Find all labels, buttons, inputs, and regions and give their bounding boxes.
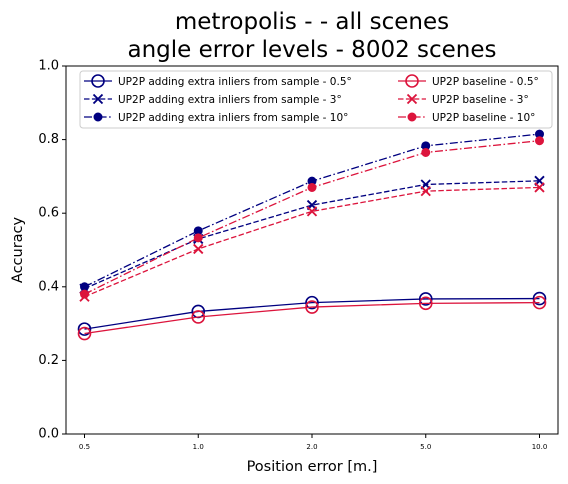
series-0-point-4 xyxy=(532,291,547,306)
series-4 xyxy=(79,182,545,302)
series-5-point-1 xyxy=(193,233,203,243)
series-4-point-2 xyxy=(306,206,318,217)
series-0-point-3 xyxy=(418,292,433,306)
y-tick-label-4: 0.8 xyxy=(38,132,59,147)
legend-entry-1: UP2P adding extra inliers from sample - … xyxy=(84,93,342,106)
legend-marker-4 xyxy=(406,93,418,105)
x-tick-label-3: 5.0 xyxy=(420,443,431,451)
legend-entry-5: UP2P baseline - 10° xyxy=(398,112,535,124)
legend-marker-3 xyxy=(405,74,419,88)
series-3-point-1 xyxy=(191,310,206,324)
x-axis-label: Position error [m.] xyxy=(247,459,378,475)
series-5-point-4 xyxy=(535,136,544,146)
legend-label-4: UP2P baseline - 3° xyxy=(432,94,529,106)
y-tick-label-3: 0.6 xyxy=(38,206,59,221)
x-tick-label-4: 10.0 xyxy=(532,443,548,451)
series-1-line xyxy=(84,180,540,290)
legend: UP2P adding extra inliers from sample - … xyxy=(79,70,553,129)
series-5-point-3 xyxy=(421,147,431,157)
y-tick-label-5: 1.0 xyxy=(38,59,59,74)
series-0-point-2 xyxy=(305,295,319,310)
plot-area: 0.0 0.2 0.4 0.6 0.8 1.0 0.5 1.0 2.0 5.0 10.0 xyxy=(38,59,547,452)
series-5 xyxy=(80,136,544,299)
legend-label-3: UP2P baseline - 0.5° xyxy=(432,76,539,88)
series-3-point-0 xyxy=(77,326,92,341)
legend-marker-1 xyxy=(92,93,104,105)
series-4-point-4 xyxy=(534,182,545,193)
legend-entry-3: UP2P baseline - 0.5° xyxy=(398,74,539,88)
series-0 xyxy=(77,291,547,336)
y-tick-label-1: 0.2 xyxy=(38,353,59,368)
x-tick-label-1: 1.0 xyxy=(193,443,204,451)
series-4-point-3 xyxy=(420,185,431,197)
series-3 xyxy=(77,295,547,341)
chart-title-line-1: metropolis - - all scenes xyxy=(175,9,449,35)
series-1 xyxy=(79,175,545,294)
series-3-point-4 xyxy=(532,295,547,310)
legend-marker-0 xyxy=(91,74,105,88)
plot-frame xyxy=(65,65,559,435)
series-5-point-2 xyxy=(307,182,317,192)
series-2-point-0 xyxy=(80,282,89,292)
legend-entry-2: UP2P adding extra inliers from sample - … xyxy=(84,112,348,124)
x-tick-label-2: 2.0 xyxy=(306,443,317,451)
series-5-point-0 xyxy=(80,289,89,299)
legend-marker-5 xyxy=(407,112,417,122)
legend-label-2: UP2P adding extra inliers from sample - … xyxy=(118,112,348,124)
series-3-point-2 xyxy=(305,300,319,314)
series-4-line xyxy=(84,186,540,298)
x-tick-label-0: 0.5 xyxy=(79,443,90,451)
series-0-point-0 xyxy=(77,322,92,336)
legend-marker-2 xyxy=(93,112,103,122)
series-3-line xyxy=(84,301,540,335)
legend-label-5: UP2P baseline - 10° xyxy=(432,112,535,124)
y-tick-label-2: 0.4 xyxy=(38,279,59,294)
y-tick-label-0: 0.0 xyxy=(38,427,59,442)
legend-entry-0: UP2P adding extra inliers from sample - … xyxy=(84,74,352,88)
chart-title-line-2: angle error levels - 8002 scenes xyxy=(127,37,496,63)
series-5-line xyxy=(84,140,540,295)
legend-box xyxy=(79,70,553,129)
series-3-point-3 xyxy=(418,296,433,311)
legend-label-1: UP2P adding extra inliers from sample - … xyxy=(118,94,342,106)
legend-label-0: UP2P adding extra inliers from sample - … xyxy=(118,76,352,88)
y-axis-label: Accuracy xyxy=(10,216,26,283)
series-4-point-1 xyxy=(193,243,204,255)
series-0-line xyxy=(84,297,540,330)
legend-entry-4: UP2P baseline - 3° xyxy=(398,93,529,106)
